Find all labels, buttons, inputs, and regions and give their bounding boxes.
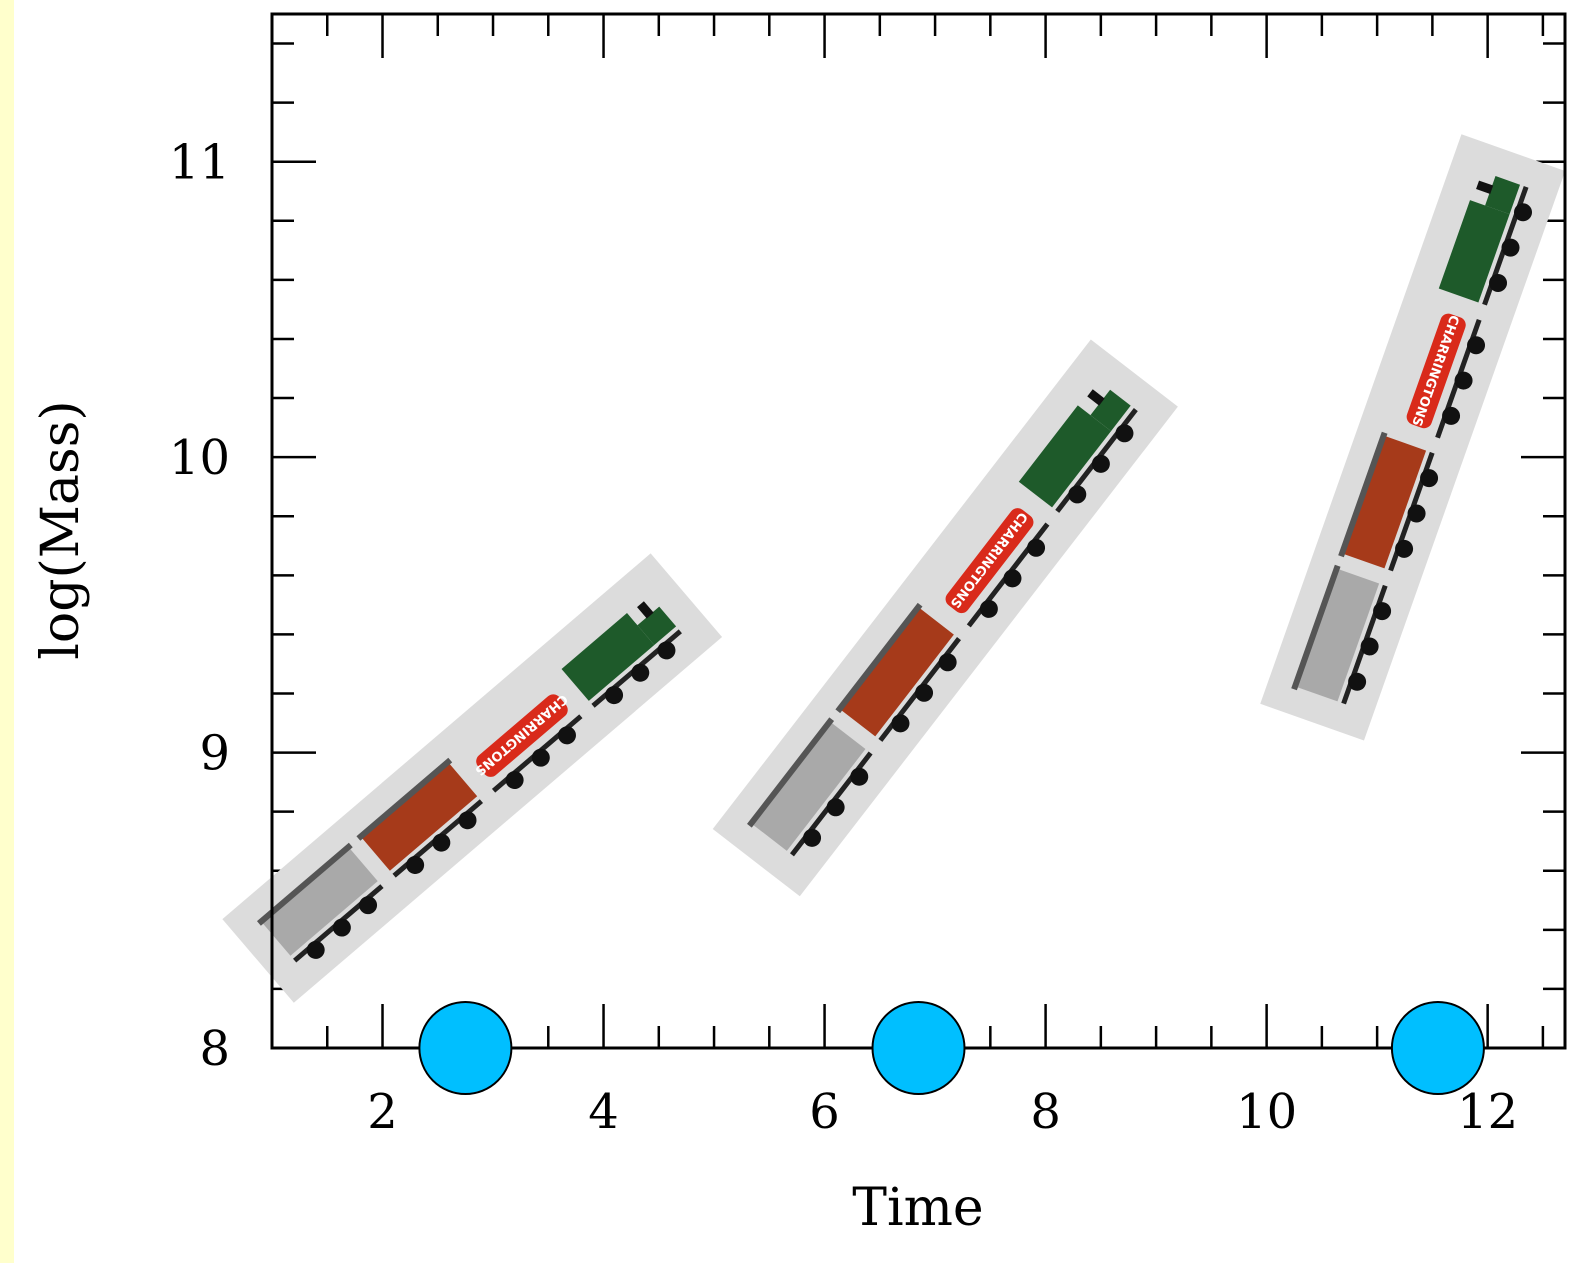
wheel bbox=[1420, 469, 1439, 488]
roof bbox=[256, 842, 353, 926]
y-tick-label: 10 bbox=[169, 430, 230, 486]
x-tick-label: 2 bbox=[367, 1084, 398, 1140]
box-van bbox=[840, 607, 954, 737]
wheel bbox=[657, 641, 676, 660]
wheel bbox=[605, 686, 624, 705]
wheel bbox=[531, 748, 550, 767]
wheel bbox=[979, 599, 998, 618]
loco-front bbox=[1090, 389, 1131, 432]
x-tick-label: 12 bbox=[1457, 1084, 1518, 1140]
tanker-wagon bbox=[476, 694, 568, 777]
time-marker bbox=[418, 1001, 513, 1095]
wheel bbox=[432, 833, 451, 852]
x-axis-title: Time bbox=[852, 1178, 983, 1238]
box-van bbox=[1342, 435, 1427, 569]
wheel bbox=[891, 714, 910, 733]
wheel bbox=[1003, 569, 1022, 588]
chimney bbox=[637, 601, 654, 619]
axis-ticks bbox=[270, 14, 1565, 1050]
x-tick-label: 8 bbox=[1030, 1084, 1061, 1140]
wheel bbox=[1348, 672, 1367, 691]
x-tick-label: 10 bbox=[1236, 1084, 1297, 1140]
left-yellow-border bbox=[0, 0, 14, 1263]
wheel bbox=[850, 767, 869, 786]
y-tick-label: 9 bbox=[199, 726, 230, 782]
wheel bbox=[1442, 406, 1461, 425]
wheel bbox=[803, 828, 822, 847]
wheel bbox=[1091, 454, 1110, 473]
wheel bbox=[406, 855, 425, 874]
wheel bbox=[505, 771, 524, 790]
time-markers bbox=[418, 1001, 1485, 1095]
roof bbox=[356, 757, 453, 841]
chimney bbox=[1087, 389, 1105, 406]
wheel bbox=[1395, 539, 1414, 558]
wheel bbox=[458, 811, 477, 830]
wheel bbox=[557, 726, 576, 745]
wheel bbox=[1514, 203, 1533, 222]
brake-van bbox=[1295, 568, 1380, 702]
locomotive bbox=[1018, 405, 1112, 508]
train-image: CHARRINGTONS bbox=[712, 339, 1178, 897]
wheel bbox=[1489, 273, 1508, 292]
time-marker bbox=[1390, 1001, 1485, 1095]
chimney bbox=[1476, 180, 1494, 195]
y-tick-labels: 8 9 10 11 bbox=[169, 135, 230, 1077]
wheel bbox=[915, 683, 934, 702]
brake-van bbox=[752, 722, 866, 851]
loco-front bbox=[1485, 176, 1521, 215]
wheel bbox=[1501, 238, 1520, 257]
locomotive bbox=[561, 613, 655, 701]
wheel bbox=[631, 663, 650, 682]
x-tick-label: 6 bbox=[809, 1084, 840, 1140]
wheel bbox=[359, 896, 378, 915]
wheel bbox=[938, 653, 957, 672]
locomotive bbox=[1438, 200, 1510, 303]
wheel bbox=[1068, 485, 1087, 504]
roof bbox=[1291, 564, 1341, 691]
wheel bbox=[332, 918, 351, 937]
time-marker bbox=[871, 1001, 966, 1095]
box-van bbox=[361, 762, 478, 871]
loco-front bbox=[637, 606, 677, 645]
wheel bbox=[1407, 504, 1426, 523]
wheel bbox=[1373, 602, 1392, 621]
wheel bbox=[1115, 424, 1134, 443]
roof bbox=[747, 717, 835, 828]
y-tick-label: 8 bbox=[199, 1021, 230, 1077]
brake-van bbox=[261, 847, 378, 956]
x-tick-label: 4 bbox=[588, 1084, 619, 1140]
x-tick-labels: 2 4 6 8 10 12 bbox=[367, 1084, 1518, 1140]
wheel bbox=[826, 798, 845, 817]
wheel bbox=[1027, 538, 1046, 557]
wheel bbox=[1360, 637, 1379, 656]
train-image: CHARRINGTONS bbox=[222, 553, 723, 1003]
roof bbox=[835, 602, 923, 714]
y-axis-title: log(Mass) bbox=[31, 400, 91, 659]
y-tick-label: 11 bbox=[169, 135, 230, 191]
wheel bbox=[1467, 336, 1486, 355]
wheel bbox=[1454, 371, 1473, 390]
wheel bbox=[306, 940, 325, 959]
roof bbox=[1338, 431, 1388, 558]
tanker-wagon bbox=[1406, 313, 1466, 429]
tanker-wagon bbox=[945, 508, 1034, 614]
train-image: CHARRINGTONS bbox=[1260, 134, 1566, 741]
